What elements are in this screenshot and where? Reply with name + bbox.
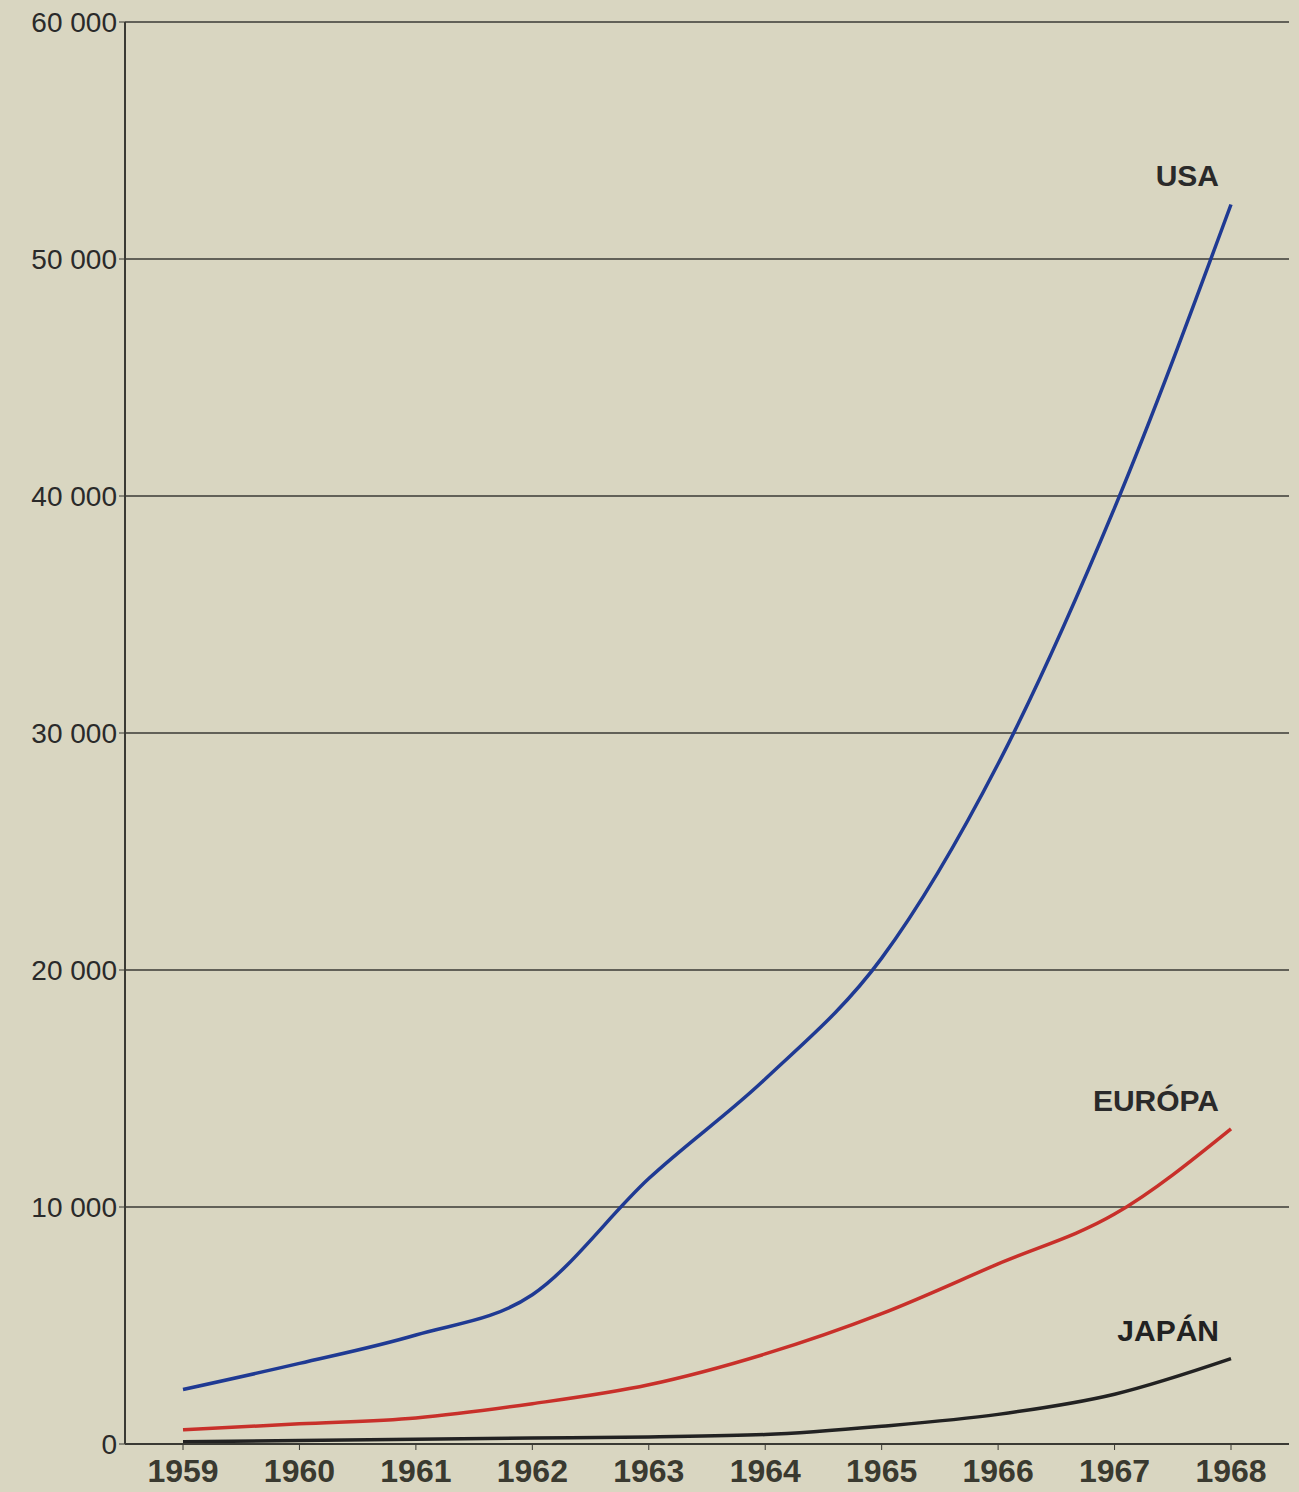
svg-text:1961: 1961 [380, 1453, 451, 1489]
svg-text:1967: 1967 [1079, 1453, 1150, 1489]
svg-text:EURÓPA: EURÓPA [1093, 1084, 1219, 1117]
svg-text:50 000: 50 000 [31, 244, 117, 275]
svg-text:1962: 1962 [497, 1453, 568, 1489]
svg-text:60 000: 60 000 [31, 7, 117, 38]
svg-text:USA: USA [1156, 159, 1219, 192]
svg-text:1965: 1965 [846, 1453, 917, 1489]
svg-text:1966: 1966 [963, 1453, 1034, 1489]
svg-text:30 000: 30 000 [31, 718, 117, 749]
svg-text:20 000: 20 000 [31, 955, 117, 986]
svg-text:1959: 1959 [147, 1453, 218, 1489]
svg-text:1960: 1960 [264, 1453, 335, 1489]
svg-text:10 000: 10 000 [31, 1192, 117, 1223]
svg-text:1964: 1964 [730, 1453, 801, 1489]
svg-text:1963: 1963 [613, 1453, 684, 1489]
svg-text:40 000: 40 000 [31, 481, 117, 512]
svg-text:0: 0 [101, 1429, 117, 1460]
svg-text:JAPÁN: JAPÁN [1117, 1314, 1219, 1347]
svg-text:1968: 1968 [1195, 1453, 1266, 1489]
